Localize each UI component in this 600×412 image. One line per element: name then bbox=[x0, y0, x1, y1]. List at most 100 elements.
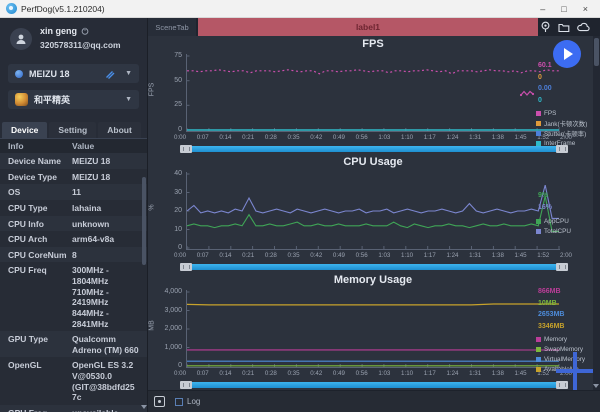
current-value: 9% bbox=[538, 192, 549, 199]
legend-label: Jank(卡顿次数) bbox=[544, 120, 588, 128]
log-option[interactable]: Log bbox=[175, 397, 200, 406]
info-cell: OpenGL bbox=[8, 360, 42, 371]
legend-item[interactable]: Stutter(卡顿率) bbox=[536, 128, 600, 138]
tab-about[interactable]: About bbox=[98, 122, 141, 138]
close-button[interactable]: × bbox=[582, 3, 588, 14]
user-profile: xin geng 320578311@qq.com bbox=[10, 26, 141, 60]
legend-item[interactable]: SwapMemory bbox=[536, 344, 600, 354]
legend-swatch bbox=[536, 346, 541, 352]
main-scrollbar[interactable] bbox=[593, 36, 600, 390]
y-axis-label: % bbox=[148, 204, 156, 211]
chevron-down-icon[interactable]: ▼ bbox=[125, 70, 132, 77]
legend-item[interactable]: TotalCPU bbox=[536, 226, 600, 236]
folder-icon[interactable] bbox=[558, 22, 570, 33]
location-icon[interactable] bbox=[540, 21, 551, 33]
x-tick-label: 0:28 bbox=[264, 134, 277, 141]
table-header-info: Info bbox=[8, 141, 24, 151]
edit-icon[interactable] bbox=[105, 69, 115, 79]
x-tick-label: 0:42 bbox=[310, 252, 323, 259]
chart-title: CPU Usage bbox=[343, 156, 403, 168]
time-range-slider[interactable] bbox=[180, 145, 568, 153]
x-tick-label: 0:49 bbox=[332, 370, 345, 377]
tab-device[interactable]: Device bbox=[2, 122, 48, 138]
legend-swatch bbox=[536, 140, 541, 146]
x-tick-label: 2:00 bbox=[559, 134, 572, 141]
sidebar-scrollbar[interactable] bbox=[142, 177, 146, 265]
slider-track[interactable] bbox=[190, 382, 558, 388]
slider-handle-right[interactable] bbox=[556, 381, 568, 389]
info-cell: CPU Freq bbox=[8, 265, 47, 276]
chevron-down-icon[interactable]: ▼ bbox=[125, 96, 132, 103]
x-tick-label: 0:56 bbox=[355, 252, 368, 259]
legend-item[interactable]: FPS bbox=[536, 108, 600, 118]
app-selector[interactable]: 和平精英 ▼ bbox=[8, 90, 139, 109]
value-cell: arm64-v8a bbox=[72, 234, 115, 245]
plot-area[interactable] bbox=[186, 172, 560, 250]
x-tick-label: 0:49 bbox=[332, 134, 345, 141]
legend-swatch bbox=[536, 366, 541, 372]
x-tick-label: 1:24 bbox=[446, 252, 459, 259]
slider-handle-left[interactable] bbox=[180, 381, 192, 389]
value-cell: OpenGL ES 3.2 V@0530.0 (GIT@38bdfd257c bbox=[72, 360, 135, 403]
table-row: CPU Info unknown bbox=[0, 215, 147, 232]
x-axis-ticks: 0:00 0:07 0:14 0:21 0:28 0:35 0:42 0:49 0:56 1:03… bbox=[174, 370, 572, 377]
label1-button[interactable]: label1 bbox=[198, 18, 538, 36]
info-cell: GPU Freq bbox=[0, 408, 72, 412]
title-bar: PerfDog(v5.1.210204) – □ × bbox=[0, 0, 600, 18]
legend-item[interactable]: VirtualMemory bbox=[536, 354, 600, 364]
play-button[interactable] bbox=[553, 40, 581, 68]
slider-track[interactable] bbox=[190, 146, 558, 152]
info-cell: Device Name bbox=[8, 156, 61, 166]
legend-label: Stutter(卡顿率) bbox=[544, 130, 587, 138]
table-row: CPU Arch arm64-v8a bbox=[0, 231, 147, 247]
legend-item[interactable]: Jank(卡顿次数) bbox=[536, 118, 600, 128]
y-tick-label: 40 bbox=[174, 170, 182, 177]
slider-handle-right[interactable] bbox=[556, 263, 568, 271]
minimize-button[interactable]: – bbox=[540, 3, 546, 14]
current-values: 60.1 0 0.00 0 bbox=[538, 60, 594, 106]
user-email: 320578311@qq.com bbox=[40, 40, 121, 50]
slider-handle-left[interactable] bbox=[180, 263, 192, 271]
slider-track[interactable] bbox=[190, 264, 558, 270]
legend: FPS Jank(卡顿次数) Stutter(卡顿率) InterFrame bbox=[536, 108, 600, 148]
power-icon[interactable] bbox=[81, 27, 89, 35]
table-row: Device Name MEIZU 18 bbox=[0, 153, 147, 169]
slider-handle-right[interactable] bbox=[556, 145, 568, 153]
scroll-down-arrow-icon[interactable] bbox=[593, 384, 599, 388]
x-tick-label: 0:35 bbox=[287, 134, 300, 141]
plot-area[interactable] bbox=[186, 54, 560, 132]
legend-swatch bbox=[536, 356, 541, 362]
value-cell: lahaina bbox=[72, 202, 102, 213]
x-tick-label: 0:07 bbox=[196, 134, 209, 141]
x-tick-label: 1:24 bbox=[446, 134, 459, 141]
current-value: 0 bbox=[538, 73, 542, 81]
scroll-down-arrow-icon[interactable] bbox=[141, 405, 147, 409]
info-cell: CPU Type bbox=[8, 202, 48, 213]
scene-top-bar: SceneTab label1 bbox=[148, 18, 600, 36]
log-checkbox[interactable] bbox=[175, 397, 183, 406]
legend-item[interactable]: Memory bbox=[536, 334, 600, 344]
cloud-icon[interactable] bbox=[577, 22, 590, 32]
x-tick-label: 0:56 bbox=[355, 134, 368, 141]
x-tick-label: 2:00 bbox=[559, 370, 572, 377]
slider-handle-left[interactable] bbox=[180, 145, 192, 153]
x-tick-label: 2:00 bbox=[559, 252, 572, 259]
legend-item[interactable]: InterFrame bbox=[536, 138, 600, 148]
plot-area[interactable] bbox=[186, 290, 560, 368]
x-tick-label: 1:52 bbox=[537, 252, 550, 259]
x-tick-label: 0:00 bbox=[174, 370, 187, 377]
scene-tab[interactable]: SceneTab bbox=[148, 18, 196, 36]
x-tick-label: 0:00 bbox=[174, 134, 187, 141]
tab-setting[interactable]: Setting bbox=[49, 122, 97, 138]
time-range-slider[interactable] bbox=[180, 381, 568, 389]
legend-item[interactable]: AppCPU bbox=[536, 216, 600, 226]
maximize-button[interactable]: □ bbox=[561, 3, 567, 14]
device-selector[interactable]: MEIZU 18 ▼ bbox=[8, 64, 139, 83]
panel-toggle-icon[interactable] bbox=[154, 396, 165, 407]
time-range-slider[interactable] bbox=[180, 263, 568, 271]
x-tick-label: 0:14 bbox=[219, 252, 232, 259]
x-tick-label: 0:28 bbox=[264, 370, 277, 377]
scrollbar-thumb[interactable] bbox=[594, 38, 599, 66]
y-axis-ticks: 40 30 20 10 0 bbox=[160, 170, 184, 251]
fps-curve-icon[interactable] bbox=[520, 89, 535, 98]
